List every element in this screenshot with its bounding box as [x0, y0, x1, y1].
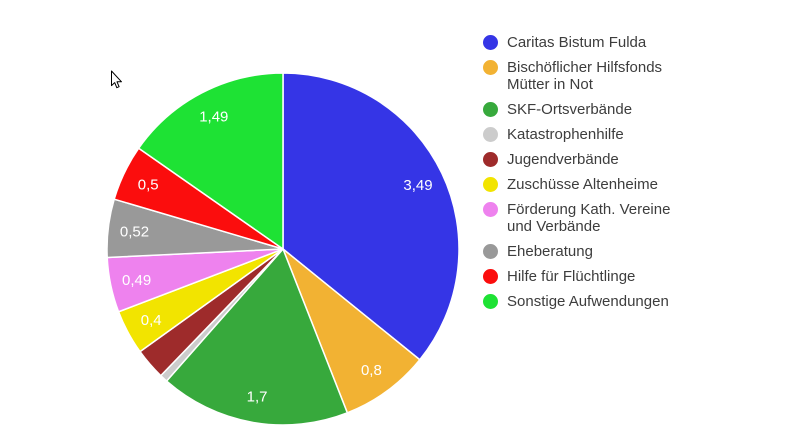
legend-item-4: Katastrophenhilfe	[483, 126, 718, 143]
legend-item-5: Jugendverbände	[483, 151, 718, 168]
legend-label: Förderung Kath. Vereine und Verbände	[507, 201, 671, 235]
slice-value-label: 0,52	[120, 223, 149, 240]
pie-slice-1[interactable]	[282, 72, 460, 361]
pie-slice-2[interactable]	[282, 248, 421, 414]
legend-item-6: Zuschüsse Altenheime	[483, 176, 718, 193]
legend-label: Eheberatung	[507, 243, 593, 260]
legend-item-9: Hilfe für Flüchtlinge	[483, 268, 718, 285]
legend-label: Jugendverbände	[507, 151, 619, 168]
slice-value-label: 0,5	[138, 176, 159, 193]
legend-item-7: Förderung Kath. Vereine und Verbände	[483, 201, 718, 235]
legend-marker	[483, 177, 498, 192]
legend-marker	[483, 294, 498, 309]
legend: Caritas Bistum Fulda Bischöflicher Hilfsf…	[483, 34, 718, 318]
legend-label: Hilfe für Flüchtlinge	[507, 268, 636, 285]
slice-value-label: 0,8	[361, 362, 382, 379]
slice-value-label: 3,49	[403, 177, 432, 194]
legend-item-2: Bischöflicher Hilfsfonds Mütter in Not	[483, 59, 718, 93]
slice-value-label: 0,4	[141, 312, 162, 329]
legend-label: Bischöflicher Hilfsfonds Mütter in Not	[507, 59, 663, 93]
slice-value-label: 1,7	[247, 389, 268, 406]
legend-item-3: SKF-Ortsverbände	[483, 101, 718, 118]
legend-label: Sonstige Aufwendungen	[507, 293, 669, 310]
slice-value-label: 1,49	[199, 109, 228, 126]
legend-marker	[483, 269, 498, 284]
legend-marker	[483, 152, 498, 167]
legend-marker	[483, 127, 498, 142]
legend-marker	[483, 244, 498, 259]
legend-label: SKF-Ortsverbände	[507, 101, 633, 118]
pie-slice-10[interactable]	[137, 72, 284, 250]
legend-item-1: Caritas Bistum Fulda	[483, 34, 718, 51]
legend-label: Caritas Bistum Fulda	[507, 34, 647, 51]
mouse-cursor	[111, 70, 122, 89]
slice-value-label: 0,49	[122, 272, 151, 289]
pie-slice-3[interactable]	[165, 248, 349, 426]
legend-item-10: Sonstige Aufwendungen	[483, 293, 718, 310]
legend-marker	[483, 35, 498, 50]
legend-marker	[483, 102, 498, 117]
legend-label: Katastrophenhilfe	[507, 126, 624, 143]
legend-marker	[483, 60, 498, 75]
legend-label: Zuschüsse Altenheime	[507, 176, 658, 193]
legend-marker	[483, 202, 498, 217]
legend-item-8: Eheberatung	[483, 243, 718, 260]
